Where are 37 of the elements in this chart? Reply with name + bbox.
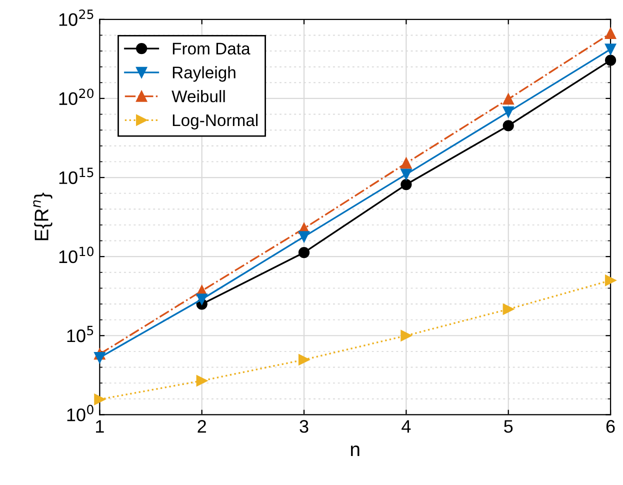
point [94, 352, 106, 364]
point [196, 294, 208, 305]
point [196, 375, 208, 386]
point [298, 246, 310, 258]
point [604, 44, 616, 55]
x-tick-label: 4 [402, 420, 411, 433]
point [502, 94, 514, 105]
y-tick-label: 10$^{0}$ [67, 404, 94, 422]
point [94, 394, 106, 405]
y-axis-title: E{R$^{n}$} [33, 192, 52, 240]
point [400, 330, 412, 342]
point [604, 54, 616, 66]
legend-label: From Data [172, 42, 250, 55]
x-tick-label: 6 [606, 420, 615, 433]
point [298, 231, 310, 242]
point [502, 120, 514, 132]
y-tick-label: 10$^{25}$ [59, 10, 94, 26]
x-axis-title: n [350, 446, 360, 456]
point [604, 28, 616, 39]
y-tick-label: 10$^{5}$ [67, 326, 94, 342]
point [298, 354, 310, 366]
legend-label: Log-Normal [172, 114, 258, 130]
x-tick-label: 5 [504, 420, 513, 433]
point [502, 106, 514, 118]
point [400, 158, 412, 169]
x-tick-label: 1 [96, 420, 104, 433]
point [502, 304, 514, 315]
point [400, 168, 412, 180]
legend-label: Weibull [172, 90, 225, 102]
y-tick-label: 10$^{20}$ [59, 88, 94, 106]
legend-label: Rayleigh [172, 66, 236, 82]
x-tick-label: 3 [300, 420, 308, 433]
point [400, 178, 412, 190]
y-tick-label: 10$^{10}$ [59, 246, 94, 264]
y-tick-label: 10$^{15}$ [59, 168, 94, 184]
x-tick-label: 2 [198, 420, 206, 433]
point [604, 274, 616, 286]
